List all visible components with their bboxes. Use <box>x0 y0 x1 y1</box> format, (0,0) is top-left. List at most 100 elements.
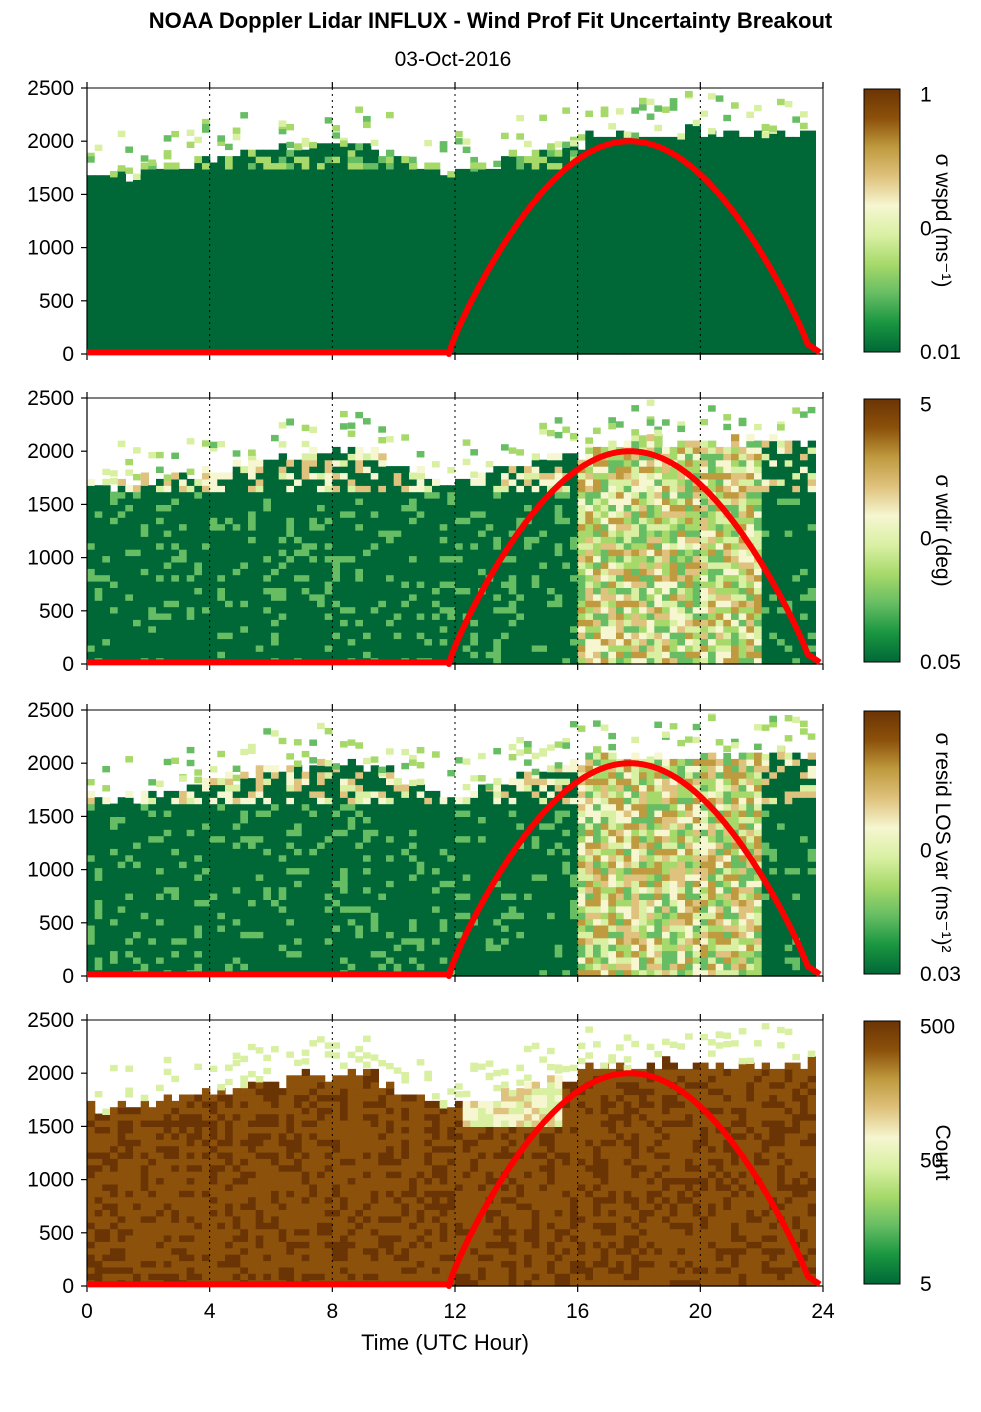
heatmap-cell <box>332 632 341 640</box>
heatmap-cell <box>156 632 165 640</box>
heatmap-cell <box>355 271 364 278</box>
heatmap-cell <box>662 271 671 278</box>
heatmap-cell <box>424 328 433 336</box>
heatmap-cell <box>332 251 341 259</box>
heatmap-cell <box>424 341 433 349</box>
heatmap-cell <box>225 175 234 183</box>
heatmap-cell <box>600 226 609 234</box>
heatmap-cell <box>547 264 556 272</box>
heatmap-cell <box>309 162 318 170</box>
heatmap-cell <box>754 188 763 195</box>
heatmap-cell <box>263 485 272 493</box>
heatmap-cell <box>255 651 264 659</box>
heatmap-cell <box>493 606 502 614</box>
heatmap-cell <box>125 593 134 601</box>
heatmap-cell <box>140 290 149 298</box>
heatmap-cell <box>485 175 494 183</box>
heatmap-cell <box>232 498 241 505</box>
heatmap-cell <box>539 226 548 234</box>
heatmap-cell <box>117 549 126 557</box>
heatmap-cell <box>631 107 639 114</box>
heatmap-cell <box>347 168 356 176</box>
heatmap-cell <box>792 136 801 144</box>
heatmap-cell <box>501 315 510 323</box>
heatmap-cell <box>646 302 655 310</box>
heatmap-cell <box>217 600 226 608</box>
heatmap-cell <box>209 207 218 215</box>
heatmap-cell <box>301 188 310 195</box>
heatmap-cell <box>347 334 356 342</box>
heatmap-cell <box>416 625 425 633</box>
heatmap-cell <box>677 258 686 266</box>
heatmap-cell <box>363 232 372 240</box>
heatmap-cell <box>186 188 195 195</box>
heatmap-cell <box>769 156 778 164</box>
heatmap-cell <box>87 334 96 342</box>
heatmap-cell <box>309 322 318 330</box>
heatmap-cell <box>761 347 770 355</box>
heatmap-cell <box>332 523 341 531</box>
heatmap-cell <box>432 334 441 342</box>
heatmap-cell <box>455 657 464 665</box>
heatmap-cell <box>761 194 770 202</box>
heatmap-cell <box>309 612 318 620</box>
heatmap-cell <box>378 315 387 323</box>
heatmap-cell <box>600 283 609 291</box>
heatmap-cell <box>309 517 318 525</box>
heatmap-cell <box>416 341 425 349</box>
heatmap-cell <box>485 529 494 537</box>
heatmap-cell <box>800 290 809 298</box>
heatmap-cell <box>370 523 379 531</box>
heatmap-cell <box>278 581 287 588</box>
heatmap-cell <box>286 632 295 640</box>
heatmap-cell <box>317 232 326 240</box>
heatmap-cell <box>248 168 257 176</box>
heatmap-cell <box>217 491 226 499</box>
heatmap-cell <box>286 581 295 588</box>
heatmap-cell <box>416 574 425 582</box>
heatmap-cell <box>232 561 241 569</box>
heatmap-cell <box>470 644 479 652</box>
heatmap-cell <box>700 322 709 330</box>
heatmap-cell <box>378 328 387 336</box>
heatmap-cell <box>255 162 264 170</box>
heatmap-cell <box>255 232 264 240</box>
heatmap-cell <box>708 194 717 202</box>
heatmap-cell <box>562 188 571 195</box>
heatmap-cell <box>432 168 441 176</box>
heatmap-cell <box>355 517 364 525</box>
heatmap-cell <box>570 219 579 227</box>
heatmap-cell <box>125 315 134 323</box>
heatmap-cell <box>662 309 671 317</box>
heatmap-cell <box>470 175 479 183</box>
heatmap-cell <box>156 334 165 342</box>
heatmap-cell <box>148 561 157 569</box>
heatmap-cell <box>685 226 694 234</box>
y-tick-label: 1500 <box>27 183 74 206</box>
heatmap-cell <box>761 188 770 195</box>
heatmap-cell <box>669 213 678 221</box>
heatmap-cell <box>784 239 793 247</box>
heatmap-cell <box>386 498 395 505</box>
heatmap-cell <box>125 328 134 336</box>
heatmap-cell <box>263 181 272 189</box>
heatmap-cell <box>87 517 96 525</box>
heatmap-cell <box>186 498 195 505</box>
heatmap-cell <box>646 113 655 120</box>
heatmap-cell <box>631 251 640 259</box>
heatmap-cell <box>301 440 310 448</box>
heatmap-cell <box>401 581 410 588</box>
heatmap-cell <box>570 328 579 336</box>
heatmap-cell <box>286 239 295 247</box>
heatmap-cell <box>685 90 693 98</box>
heatmap-cell <box>163 523 172 531</box>
heatmap-cell <box>294 619 303 627</box>
heatmap-cell <box>524 156 533 164</box>
heatmap-cell <box>309 175 318 183</box>
heatmap-cell <box>232 529 241 537</box>
heatmap-cell <box>202 277 211 285</box>
heatmap-cell <box>646 226 655 234</box>
heatmap-cell <box>585 290 594 298</box>
heatmap-cell <box>332 651 341 659</box>
heatmap-cell <box>470 271 479 278</box>
